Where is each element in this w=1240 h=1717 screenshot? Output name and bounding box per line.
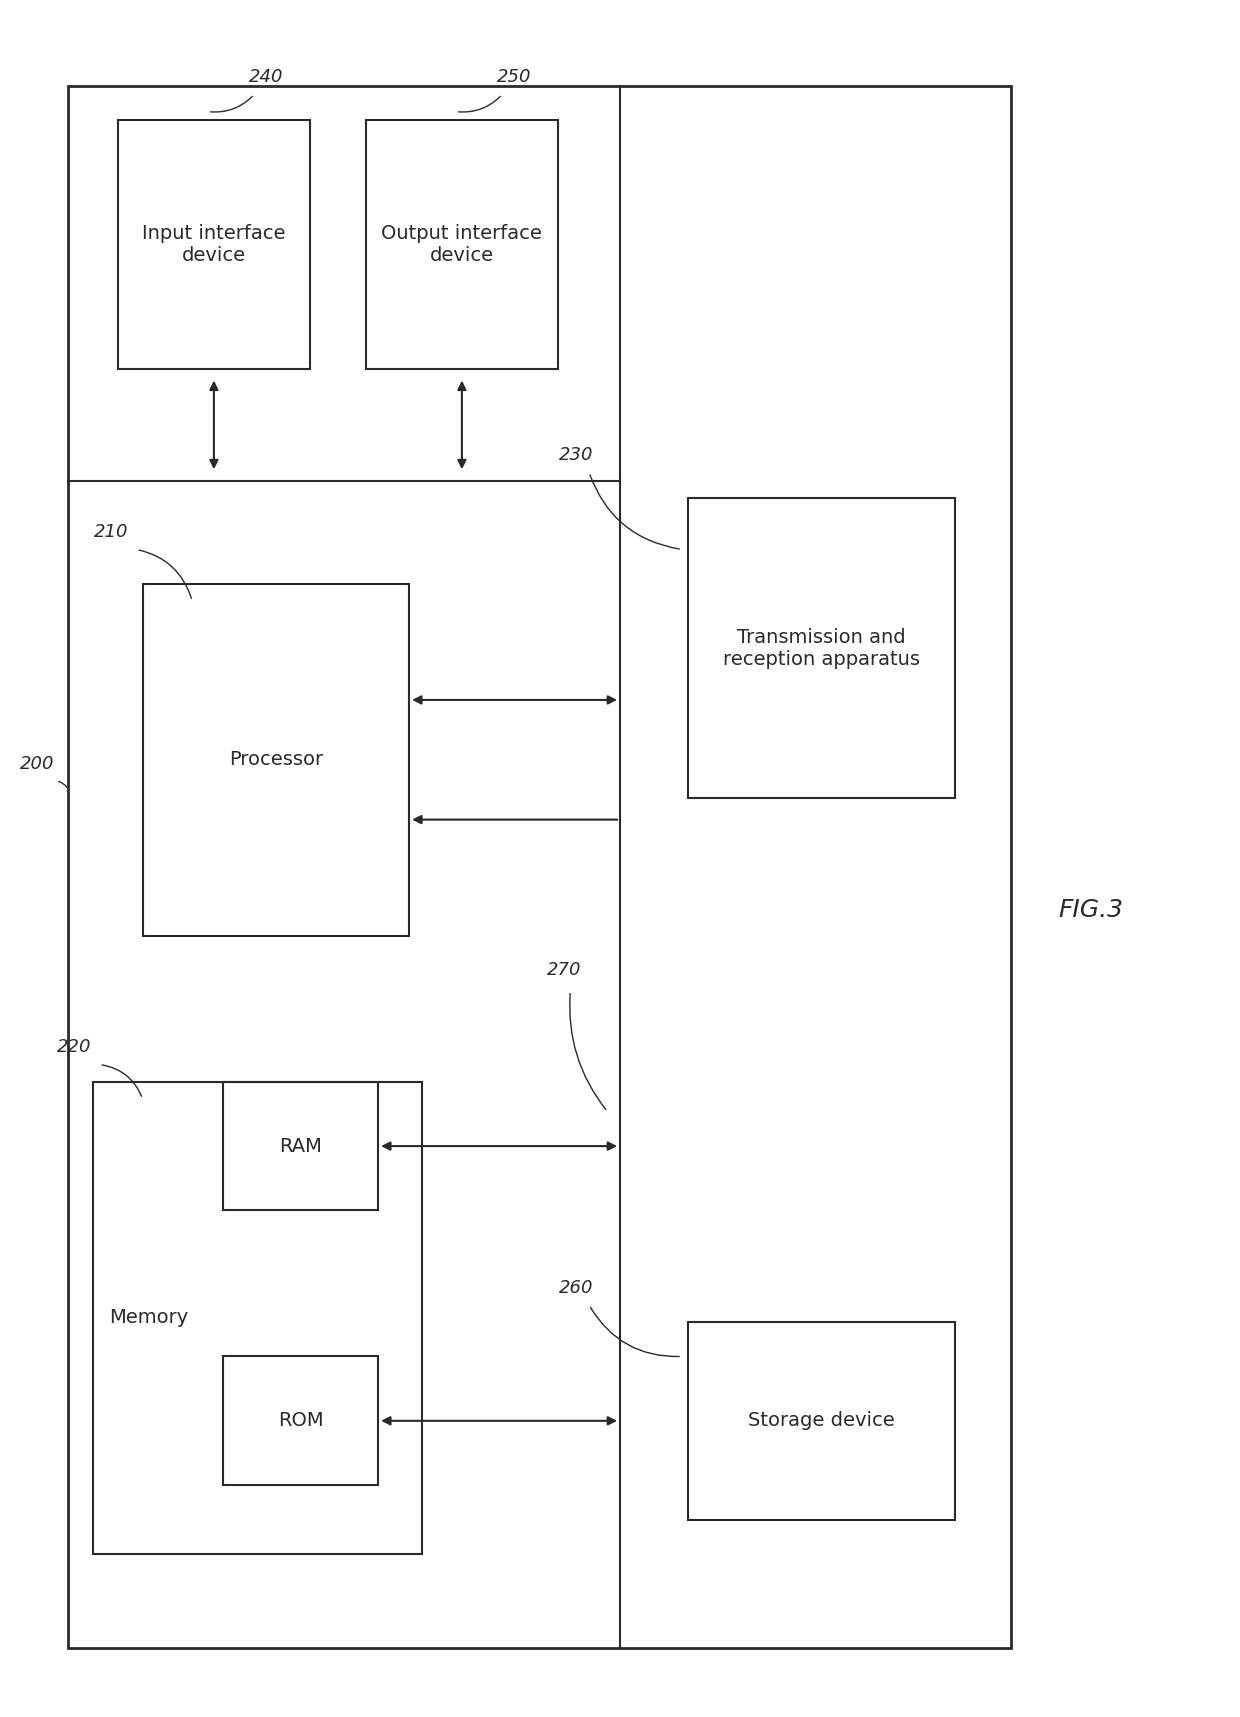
Bar: [688, 1322, 955, 1520]
Text: 220: 220: [57, 1039, 92, 1056]
Bar: [688, 498, 955, 798]
Text: 240: 240: [249, 69, 284, 86]
Bar: [118, 120, 310, 369]
Bar: [143, 584, 409, 936]
Bar: [366, 120, 558, 369]
Text: 200: 200: [20, 755, 55, 773]
Text: Output interface
device: Output interface device: [382, 225, 542, 264]
Text: FIG.3: FIG.3: [1059, 898, 1123, 922]
Text: 250: 250: [497, 69, 532, 86]
Text: 270: 270: [547, 962, 582, 979]
Text: 210: 210: [94, 524, 129, 541]
Text: 260: 260: [559, 1279, 594, 1296]
Bar: [223, 1082, 378, 1210]
Bar: [93, 1082, 422, 1554]
Text: Transmission and
reception apparatus: Transmission and reception apparatus: [723, 628, 920, 668]
Text: Storage device: Storage device: [748, 1411, 895, 1430]
Bar: [223, 1356, 378, 1485]
Text: Input interface
device: Input interface device: [143, 225, 285, 264]
Text: Memory: Memory: [109, 1308, 188, 1327]
Text: Processor: Processor: [229, 750, 322, 769]
Text: RAM: RAM: [279, 1137, 322, 1156]
Bar: [68, 86, 1011, 1648]
Text: 230: 230: [559, 446, 594, 464]
Text: ROM: ROM: [278, 1411, 324, 1430]
